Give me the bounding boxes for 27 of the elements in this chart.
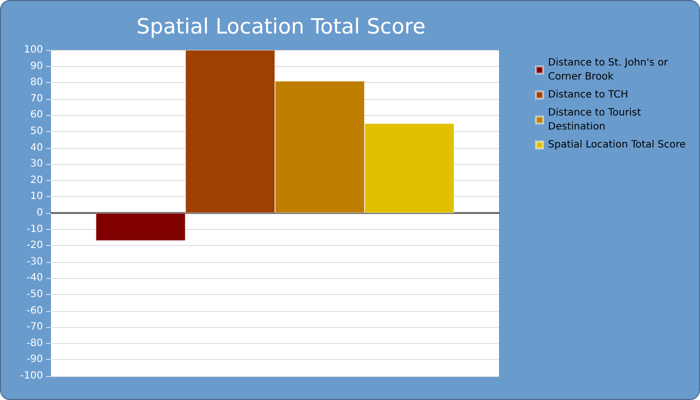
legend-label: Distance to TCH [548, 90, 628, 100]
legend-label: Spatial Location Total Score [548, 140, 686, 150]
y-tick-label: -80 [26, 338, 43, 349]
y-tick-label: -50 [26, 289, 43, 300]
y-tick-label: -10 [26, 224, 43, 235]
y-tick-label: 0 [36, 208, 43, 218]
y-tick-label: 60 [30, 110, 43, 121]
y-tick-label: -30 [26, 256, 43, 268]
y-tick-label: 100 [24, 44, 43, 56]
chart-title: Spatial Location Total Score [136, 14, 426, 38]
y-tick-label: 30 [30, 158, 43, 170]
y-tick-label: -90 [26, 354, 43, 366]
y-tick-label: 70 [30, 93, 43, 104]
y-tick-label: -20 [26, 240, 43, 252]
legend-label: Distance to Tourist Destination [548, 108, 644, 132]
y-tick-label: -60 [26, 305, 43, 316]
bar [96, 213, 186, 241]
y-tick-label: -70 [26, 322, 43, 333]
y-tick-label: 10 [30, 191, 43, 202]
y-tick-label: -100 [20, 370, 43, 382]
y-tick-label: -40 [26, 272, 43, 284]
y-tick-label: 20 [30, 174, 43, 186]
y-tick-label: 50 [30, 126, 43, 137]
legend-label: Distance to St. John's or Corner Brook [548, 58, 672, 82]
y-tick-label: 40 [30, 142, 43, 154]
y-tick-label: 90 [30, 60, 43, 72]
y-tick-label: 80 [30, 77, 43, 88]
